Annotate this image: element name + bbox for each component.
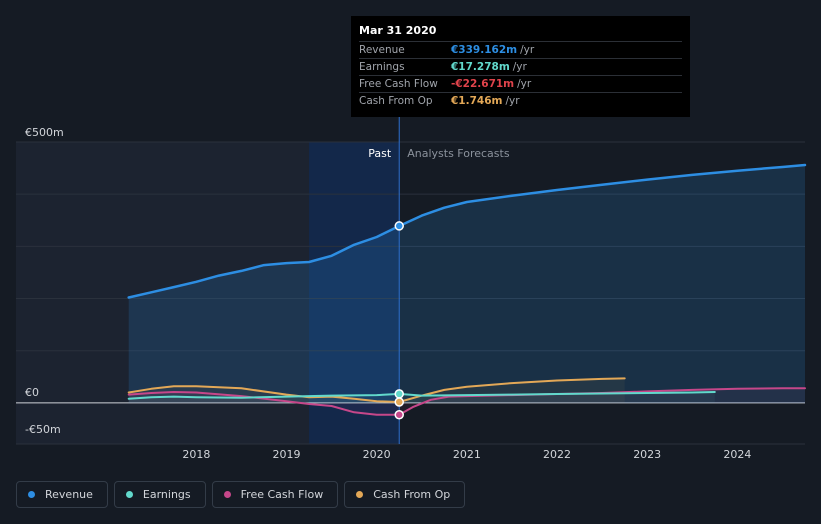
tooltip: Mar 31 2020 Revenue €339.162m /yr Earnin… [351, 16, 690, 117]
y-tick-label: €0 [25, 386, 39, 399]
tooltip-label: Earnings [359, 61, 405, 73]
legend-item-revenue[interactable]: Revenue [16, 481, 108, 508]
y-tick-label: €500m [25, 126, 64, 139]
line-cash-from-op [127, 377, 626, 403]
legend-dot-icon [125, 491, 133, 498]
x-tick-label: 2021 [453, 448, 481, 461]
highlight-band [309, 142, 400, 444]
tooltip-unit: /yr [512, 61, 527, 73]
point-earnings [394, 389, 404, 399]
tooltip-value: €17.278m [451, 61, 510, 73]
point-cash-from-op [394, 397, 404, 407]
tooltip-label: Free Cash Flow [359, 78, 438, 90]
highlight-points [394, 221, 404, 420]
tooltip-value: -€22.671m [451, 78, 515, 90]
legend-label: Revenue [45, 488, 93, 501]
x-tick-label: 2018 [182, 448, 210, 461]
tooltip-unit: /yr [505, 95, 520, 107]
point-free-cash-flow [394, 409, 404, 420]
x-tick-label: 2023 [633, 448, 661, 461]
x-axis-labels: 2018 2019 2020 2021 2022 2023 2024 [182, 448, 751, 461]
past-background [16, 142, 351, 444]
area-revenue [128, 165, 805, 403]
y-axis-labels: €500m €0 -€50m [25, 126, 64, 436]
gridlines [16, 141, 805, 445]
x-tick-label: 2019 [273, 448, 301, 461]
tooltip-row-revenue: Revenue €339.162m /yr [359, 41, 682, 58]
y-tick-label: -€50m [25, 423, 61, 436]
tooltip-label: Revenue [359, 44, 405, 56]
legend-label: Cash From Op [373, 488, 451, 501]
series-lines [127, 163, 807, 416]
tooltip-unit: /yr [520, 44, 535, 56]
tooltip-value: €1.746m [451, 95, 503, 107]
legend-item-free-cash-flow[interactable]: Free Cash Flow [211, 481, 339, 508]
legend-dot-icon [356, 491, 364, 498]
legend-label: Free Cash Flow [240, 488, 324, 501]
x-tick-label: 2020 [363, 448, 391, 461]
past-label: Past [368, 147, 392, 160]
area-free-cash-flow [128, 388, 805, 415]
legend-label: Earnings [142, 488, 191, 501]
tooltip-row-free-cash-flow: Free Cash Flow -€22.671m /yr [359, 75, 682, 92]
legend-item-cash-from-op[interactable]: Cash From Op [344, 481, 466, 508]
tooltip-date: Mar 31 2020 [359, 24, 437, 37]
tooltip-value: €339.162m [451, 44, 518, 56]
tooltip-row-cash-from-op: Cash From Op €1.746m /yr [359, 92, 682, 109]
legend-dot-icon [28, 491, 35, 498]
point-revenue [394, 221, 404, 231]
tooltip-label: Cash From Op [359, 95, 433, 107]
line-free-cash-flow [127, 387, 806, 416]
tooltip-unit: /yr [517, 78, 532, 90]
x-tick-label: 2024 [723, 448, 751, 461]
forecast-label: Analysts Forecasts [407, 147, 510, 160]
legend-item-earnings[interactable]: Earnings [113, 481, 206, 508]
line-revenue [127, 163, 807, 299]
x-tick-label: 2022 [543, 448, 571, 461]
legend-dot-icon [223, 491, 231, 498]
tooltip-row-earnings: Earnings €17.278m /yr [359, 58, 682, 75]
legend: Revenue Earnings Free Cash Flow Cash Fro… [16, 481, 466, 508]
